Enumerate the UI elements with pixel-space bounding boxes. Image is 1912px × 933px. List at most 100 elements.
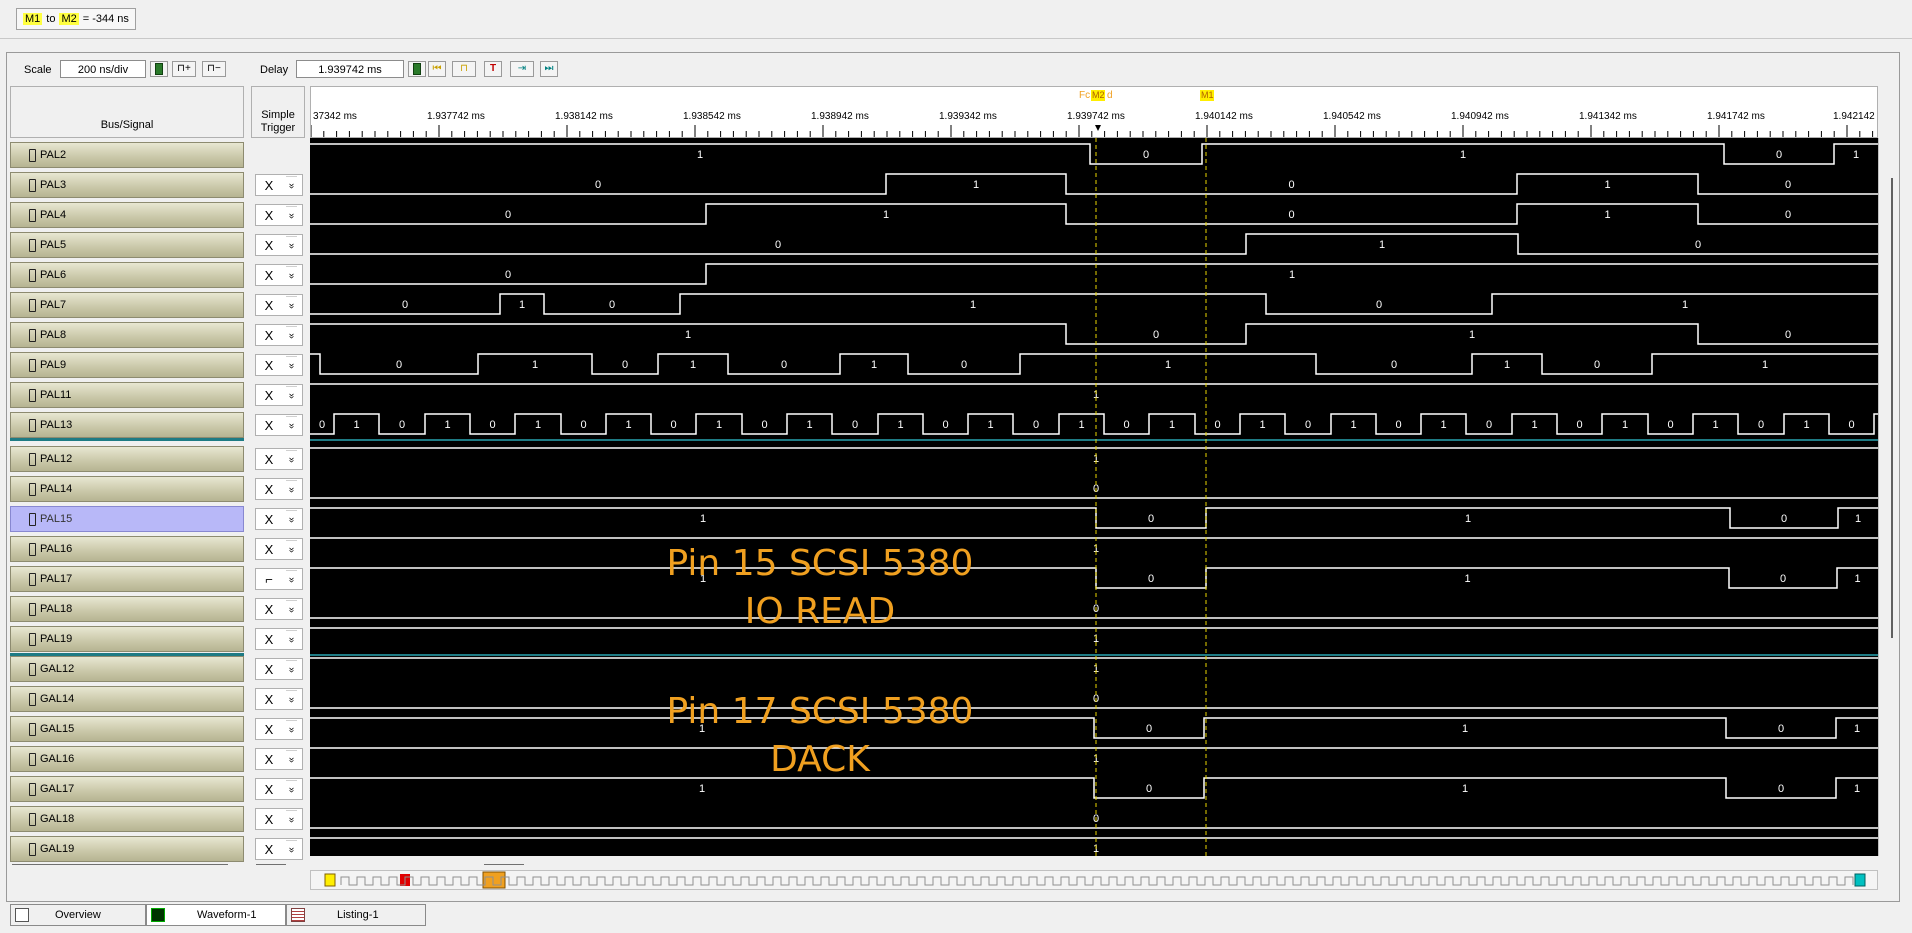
- chevron-down-icon[interactable]: »: [286, 569, 297, 589]
- chevron-down-icon[interactable]: »: [286, 325, 297, 345]
- signal-row-pal7[interactable]: PAL7: [10, 292, 244, 318]
- overview-scrollbar[interactable]: [310, 870, 1878, 890]
- chevron-down-icon[interactable]: »: [286, 689, 297, 709]
- signal-row-pal15[interactable]: PAL15: [10, 506, 244, 532]
- trace-gal14[interactable]: 0: [310, 693, 1878, 709]
- trigger-select-pal3[interactable]: X»: [255, 174, 303, 196]
- signal-row-gal18[interactable]: GAL18: [10, 806, 244, 832]
- trigger-select-pal8[interactable]: X»: [255, 324, 303, 346]
- signal-row-pal6[interactable]: PAL6: [10, 262, 244, 288]
- scale-field[interactable]: 200 ns/div: [60, 60, 146, 78]
- chevron-down-icon[interactable]: »: [286, 415, 297, 435]
- vertical-scrollbar[interactable]: [1878, 138, 1899, 856]
- chevron-down-icon[interactable]: »: [286, 175, 297, 195]
- overview-thumb[interactable]: [484, 864, 524, 865]
- go-end-icon[interactable]: ⏭: [540, 61, 558, 77]
- signal-row-pal11[interactable]: PAL11: [10, 382, 244, 408]
- signal-row-gal15[interactable]: GAL15: [10, 716, 244, 742]
- trigger-select-pal9[interactable]: X»: [255, 354, 303, 376]
- trigger-select-pal19[interactable]: X»: [255, 628, 303, 650]
- trigger-select-gal15[interactable]: X»: [255, 718, 303, 740]
- signal-row-pal8[interactable]: PAL8: [10, 322, 244, 348]
- chevron-down-icon[interactable]: »: [286, 295, 297, 315]
- trigger-select-pal14[interactable]: X»: [255, 478, 303, 500]
- tab-overview[interactable]: Overview: [10, 904, 146, 926]
- trace-pal11[interactable]: 1: [310, 383, 1878, 401]
- chevron-down-icon[interactable]: »: [286, 719, 297, 739]
- signal-list-hscroll[interactable]: [12, 864, 228, 865]
- trigger-select-pal5[interactable]: X»: [255, 234, 303, 256]
- chevron-down-icon[interactable]: »: [286, 599, 297, 619]
- trace-pal16[interactable]: 1: [310, 537, 1878, 555]
- trace-gal15[interactable]: 1 0 1 0 1: [310, 717, 1878, 739]
- signal-row-pal18[interactable]: PAL18: [10, 596, 244, 622]
- signal-row-pal3[interactable]: PAL3: [10, 172, 244, 198]
- signal-row-pal12[interactable]: PAL12: [10, 446, 244, 472]
- chevron-down-icon[interactable]: »: [286, 629, 297, 649]
- trace-gal16[interactable]: 1: [310, 747, 1878, 765]
- chevron-down-icon[interactable]: »: [286, 749, 297, 769]
- chevron-down-icon[interactable]: »: [286, 539, 297, 559]
- trace-gal19[interactable]: 1: [310, 837, 1878, 855]
- signal-row-pal4[interactable]: PAL4: [10, 202, 244, 228]
- trace-pal12[interactable]: 1: [310, 447, 1878, 465]
- signal-row-pal2[interactable]: PAL2: [10, 142, 244, 168]
- trigger-select-gal16[interactable]: X»: [255, 748, 303, 770]
- trigger-select-pal13[interactable]: X»: [255, 414, 303, 436]
- trace-pal7[interactable]: 0 1 0 1 0 1: [310, 293, 1878, 315]
- trace-pal3[interactable]: 0 1 0 1 0: [310, 173, 1878, 195]
- chevron-down-icon[interactable]: »: [286, 509, 297, 529]
- zoom-out-icon[interactable]: ⊓−: [202, 61, 226, 77]
- trigger-select-pal11[interactable]: X»: [255, 384, 303, 406]
- signal-row-gal19[interactable]: GAL19: [10, 836, 244, 862]
- trigger-select-gal14[interactable]: X»: [255, 688, 303, 710]
- m2-flag[interactable]: [1091, 90, 1105, 101]
- scale-preset-icon[interactable]: [150, 61, 168, 77]
- overview-start-icon[interactable]: [324, 873, 336, 887]
- delay-preset-icon[interactable]: [408, 61, 426, 77]
- trigger-select-pal4[interactable]: X»: [255, 204, 303, 226]
- trace-pal19[interactable]: 1: [310, 627, 1878, 645]
- signal-row-gal12[interactable]: GAL12: [10, 656, 244, 682]
- trace-pal15[interactable]: 1 0 1 0 1: [310, 507, 1878, 529]
- trace-pal5[interactable]: 0 1 0: [310, 233, 1878, 255]
- signal-row-pal17[interactable]: PAL17: [10, 566, 244, 592]
- signal-row-pal14[interactable]: PAL14: [10, 476, 244, 502]
- chevron-down-icon[interactable]: »: [286, 235, 297, 255]
- zoom-in-icon[interactable]: ⊓+: [172, 61, 196, 77]
- chevron-down-icon[interactable]: »: [286, 479, 297, 499]
- m1-flag[interactable]: [1200, 90, 1214, 101]
- chevron-down-icon[interactable]: »: [286, 355, 297, 375]
- vertical-scroll-thumb[interactable]: [1891, 178, 1893, 638]
- trace-gal18[interactable]: 0: [310, 813, 1878, 829]
- overview-marker-icon[interactable]: [482, 871, 506, 889]
- delay-field[interactable]: 1.939742 ms: [296, 60, 404, 78]
- trigger-select-pal7[interactable]: X»: [255, 294, 303, 316]
- trigger-select-pal17[interactable]: ⌐»: [255, 568, 303, 590]
- trigger-select-pal12[interactable]: X»: [255, 448, 303, 470]
- trace-pal2[interactable]: 1 0 1 0 1: [310, 143, 1878, 165]
- trigger-list-hscroll[interactable]: [256, 864, 286, 865]
- prev-edge-icon[interactable]: ⊓: [452, 61, 476, 77]
- trigger-select-gal18[interactable]: X»: [255, 808, 303, 830]
- trigger-select-pal6[interactable]: X»: [255, 264, 303, 286]
- trace-pal8[interactable]: 1 0 1 0: [310, 323, 1878, 345]
- marker-readout[interactable]: M1 to M2 = -344 ns: [16, 8, 136, 30]
- trigger-select-pal16[interactable]: X»: [255, 538, 303, 560]
- chevron-down-icon[interactable]: »: [286, 809, 297, 829]
- signal-row-pal19[interactable]: PAL19: [10, 626, 244, 652]
- chevron-down-icon[interactable]: »: [286, 265, 297, 285]
- time-ruler[interactable]: 37342 ms 1.937742 ms 1.938142 ms 1.938542 m…: [310, 86, 1878, 138]
- trigger-select-gal17[interactable]: X»: [255, 778, 303, 800]
- tab-waveform[interactable]: Waveform-1: [146, 904, 286, 926]
- chevron-down-icon[interactable]: »: [286, 385, 297, 405]
- signal-row-pal16[interactable]: PAL16: [10, 536, 244, 562]
- trace-pal14[interactable]: 0: [310, 483, 1878, 499]
- trace-pal9[interactable]: 0 1 0 1 0 1 0 1 0 1 0 1: [310, 353, 1878, 375]
- fc-marker-label[interactable]: Fc: [1079, 90, 1090, 101]
- trace-pal4[interactable]: 0 1 0 1 0: [310, 203, 1878, 225]
- trigger-select-gal19[interactable]: X»: [255, 838, 303, 860]
- chevron-down-icon[interactable]: »: [286, 449, 297, 469]
